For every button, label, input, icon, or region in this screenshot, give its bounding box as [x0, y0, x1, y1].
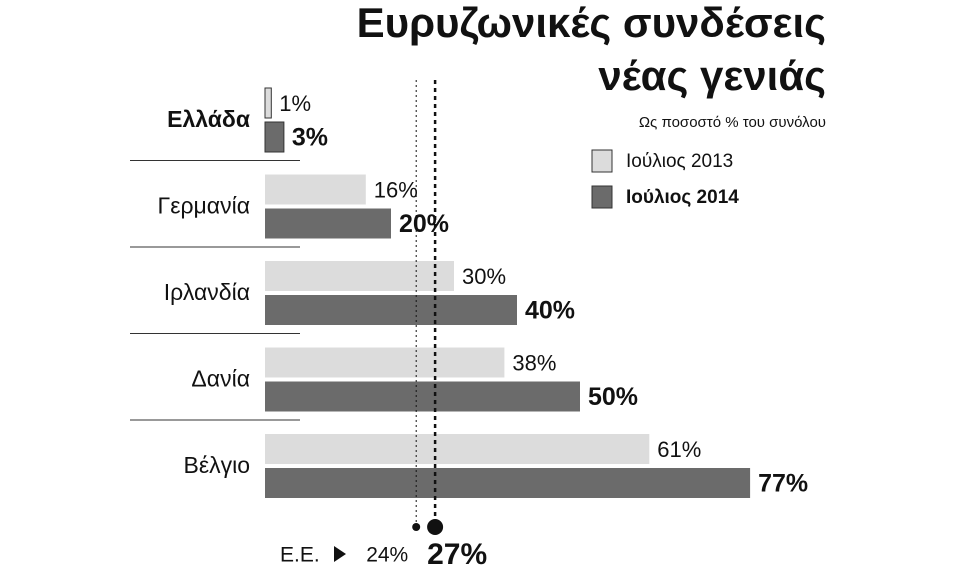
legend-swatch: [591, 185, 613, 209]
value-label: 61%: [657, 437, 701, 462]
reference-dot: [412, 523, 421, 531]
value-label: 38%: [512, 350, 556, 375]
bar: [264, 87, 272, 119]
value-label: 16%: [374, 177, 418, 202]
bar: [265, 174, 366, 205]
reference-dot: [427, 519, 444, 535]
bar: [265, 208, 391, 239]
category-label: Ιρλανδία: [164, 279, 250, 305]
value-label: 20%: [399, 210, 449, 238]
reference-label: Ε.Ε.: [280, 544, 320, 567]
bar: [265, 347, 505, 378]
bar: [264, 121, 285, 153]
chart-subtitle: Ως ποσοστό % του συνόλου: [639, 114, 826, 131]
category-label: Δανία: [191, 366, 250, 392]
reference-value: 24%: [366, 544, 408, 567]
category-label: Ελλάδα: [167, 106, 250, 132]
legend-label: Ιούλιος 2013: [626, 151, 733, 172]
value-label: 1%: [279, 91, 311, 116]
bar: [265, 468, 751, 498]
value-label: 50%: [588, 383, 638, 411]
legend-swatch: [591, 149, 613, 173]
category-label: Βέλγιο: [184, 452, 251, 478]
chart-title: Ευρυζωνικές συνδέσεις: [357, 0, 826, 46]
pointer-arrow: [334, 546, 346, 562]
bar: [265, 381, 580, 412]
category-label: Γερμανία: [158, 193, 250, 219]
bar: [265, 295, 517, 325]
reference-value: 27%: [427, 538, 487, 571]
value-label: 30%: [462, 264, 506, 289]
value-label: 40%: [525, 297, 575, 325]
value-label: 3%: [292, 124, 328, 152]
legend-label: Ιούλιος 2014: [626, 187, 739, 208]
bar: [265, 434, 650, 464]
bar: [265, 261, 454, 291]
value-label: 77%: [758, 470, 808, 498]
chart-title: νέας γενιάς: [598, 52, 826, 99]
